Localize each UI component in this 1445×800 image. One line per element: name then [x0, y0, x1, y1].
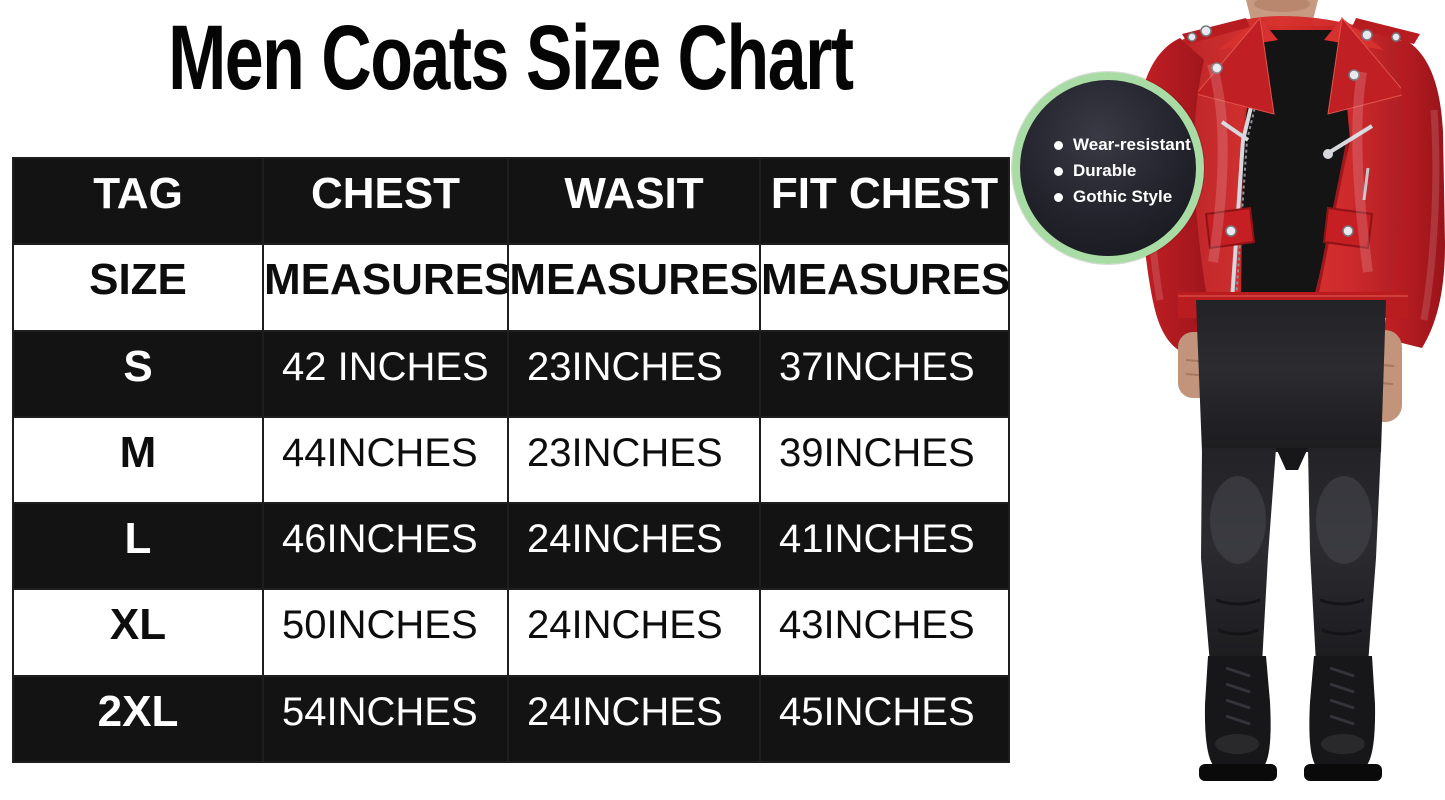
feature-label: Durable — [1073, 161, 1137, 180]
waist-measure-cell: 23INCHES — [507, 329, 761, 418]
features-list: Wear-resistant Durable Gothic Style — [1020, 132, 1197, 210]
fit-chest-measure-cell: 41INCHES — [759, 502, 1010, 591]
waist-measure-cell: 24INCHES — [507, 674, 761, 764]
bullet-icon — [1054, 140, 1063, 150]
table-row-2xl: 2XL 54INCHES 24INCHES 45INCHES — [12, 674, 1010, 764]
table-row-m: M 44INCHES 23INCHES 39INCHES — [12, 415, 1010, 505]
subheader-cell-measures-1: MEASURES — [262, 243, 509, 332]
waist-measure-cell: 23INCHES — [507, 415, 761, 505]
header-cell-tag: TAG — [12, 156, 264, 246]
fit-chest-measure-cell: 45INCHES — [759, 674, 1010, 764]
snap-buttons — [1187, 25, 1401, 81]
header-row: TAG CHEST WASIT FIT CHEST — [12, 156, 1010, 246]
header-cell-wasit: WASIT — [507, 156, 761, 246]
feature-label: Wear-resistant — [1073, 135, 1191, 154]
feature-label: Gothic Style — [1073, 187, 1173, 206]
header-cell-chest: CHEST — [262, 156, 509, 246]
features-badge: Wear-resistant Durable Gothic Style — [1012, 72, 1204, 264]
fit-chest-measure-cell: 39INCHES — [759, 415, 1010, 505]
feature-item: Gothic Style — [1054, 184, 1191, 210]
waist-measure-cell: 24INCHES — [507, 502, 761, 591]
tag-cell: XL — [12, 588, 264, 677]
feature-item: Wear-resistant — [1054, 132, 1191, 158]
chest-measure-cell: 54INCHES — [262, 674, 509, 764]
waist-measure-cell: 24INCHES — [507, 588, 761, 677]
chest-measure-cell: 46INCHES — [262, 502, 509, 591]
tag-cell: M — [12, 415, 264, 505]
subheader-cell-size: SIZE — [12, 243, 264, 332]
chest-measure-cell: 42 INCHES — [262, 329, 509, 418]
boots — [1199, 656, 1382, 781]
subheader-cell-measures-2: MEASURES — [507, 243, 761, 332]
header-cell-fit-chest: FIT CHEST — [759, 156, 1010, 246]
page-title: Men Coats Size Chart — [167, 7, 854, 109]
page-title-wrap: Men Coats Size Chart — [12, 8, 1008, 108]
table-row-s: S 42 INCHES 23INCHES 37INCHES — [12, 329, 1010, 418]
bullet-icon — [1054, 166, 1063, 176]
fit-chest-measure-cell: 37INCHES — [759, 329, 1010, 418]
jeans — [1196, 300, 1386, 664]
tag-cell: 2XL — [12, 674, 264, 764]
chest-measure-cell: 50INCHES — [262, 588, 509, 677]
size-chart-table: TAG CHEST WASIT FIT CHEST SIZE MEASURES … — [12, 156, 1010, 764]
bullet-icon — [1054, 192, 1063, 202]
subheader-row: SIZE MEASURES MEASURES MEASURES — [12, 243, 1010, 332]
feature-item: Durable — [1054, 158, 1191, 184]
fit-chest-measure-cell: 43INCHES — [759, 588, 1010, 677]
table-row-l: L 46INCHES 24INCHES 41INCHES — [12, 502, 1010, 591]
tag-cell: L — [12, 502, 264, 591]
tag-cell: S — [12, 329, 264, 418]
chest-measure-cell: 44INCHES — [262, 415, 509, 505]
table-row-xl: XL 50INCHES 24INCHES 43INCHES — [12, 588, 1010, 677]
subheader-cell-measures-3: MEASURES — [759, 243, 1010, 332]
